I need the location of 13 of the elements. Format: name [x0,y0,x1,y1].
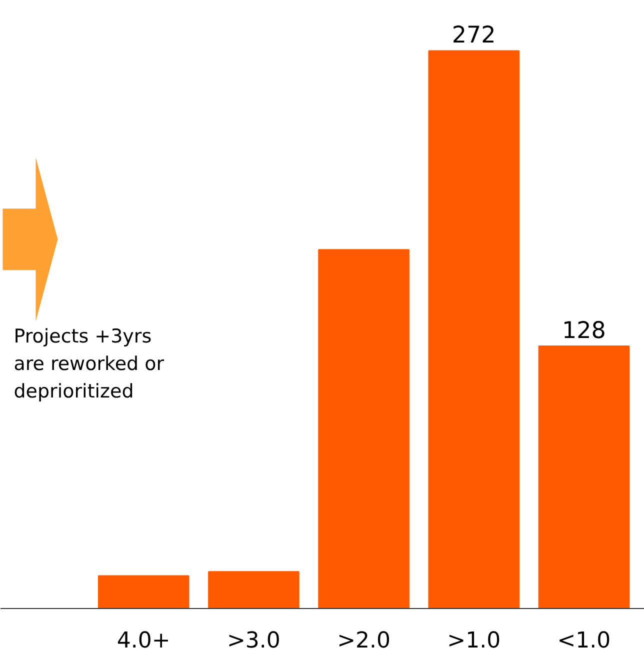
bar [538,346,630,608]
bar [428,50,520,608]
annotation: Projects +3yrs are reworked or deprioritized [14,326,164,402]
x-tick-label: >3.0 [226,628,280,654]
x-tick-label: >1.0 [447,628,501,654]
bar [318,249,410,608]
x-tick-label: >2.0 [337,628,390,654]
x-tick-label: <1.0 [557,628,611,654]
bar [208,571,300,608]
data-label: 272 [452,22,496,49]
data-label: 128 [562,318,606,344]
bar [98,575,190,608]
x-tick-label: 4.0+ [116,628,170,654]
